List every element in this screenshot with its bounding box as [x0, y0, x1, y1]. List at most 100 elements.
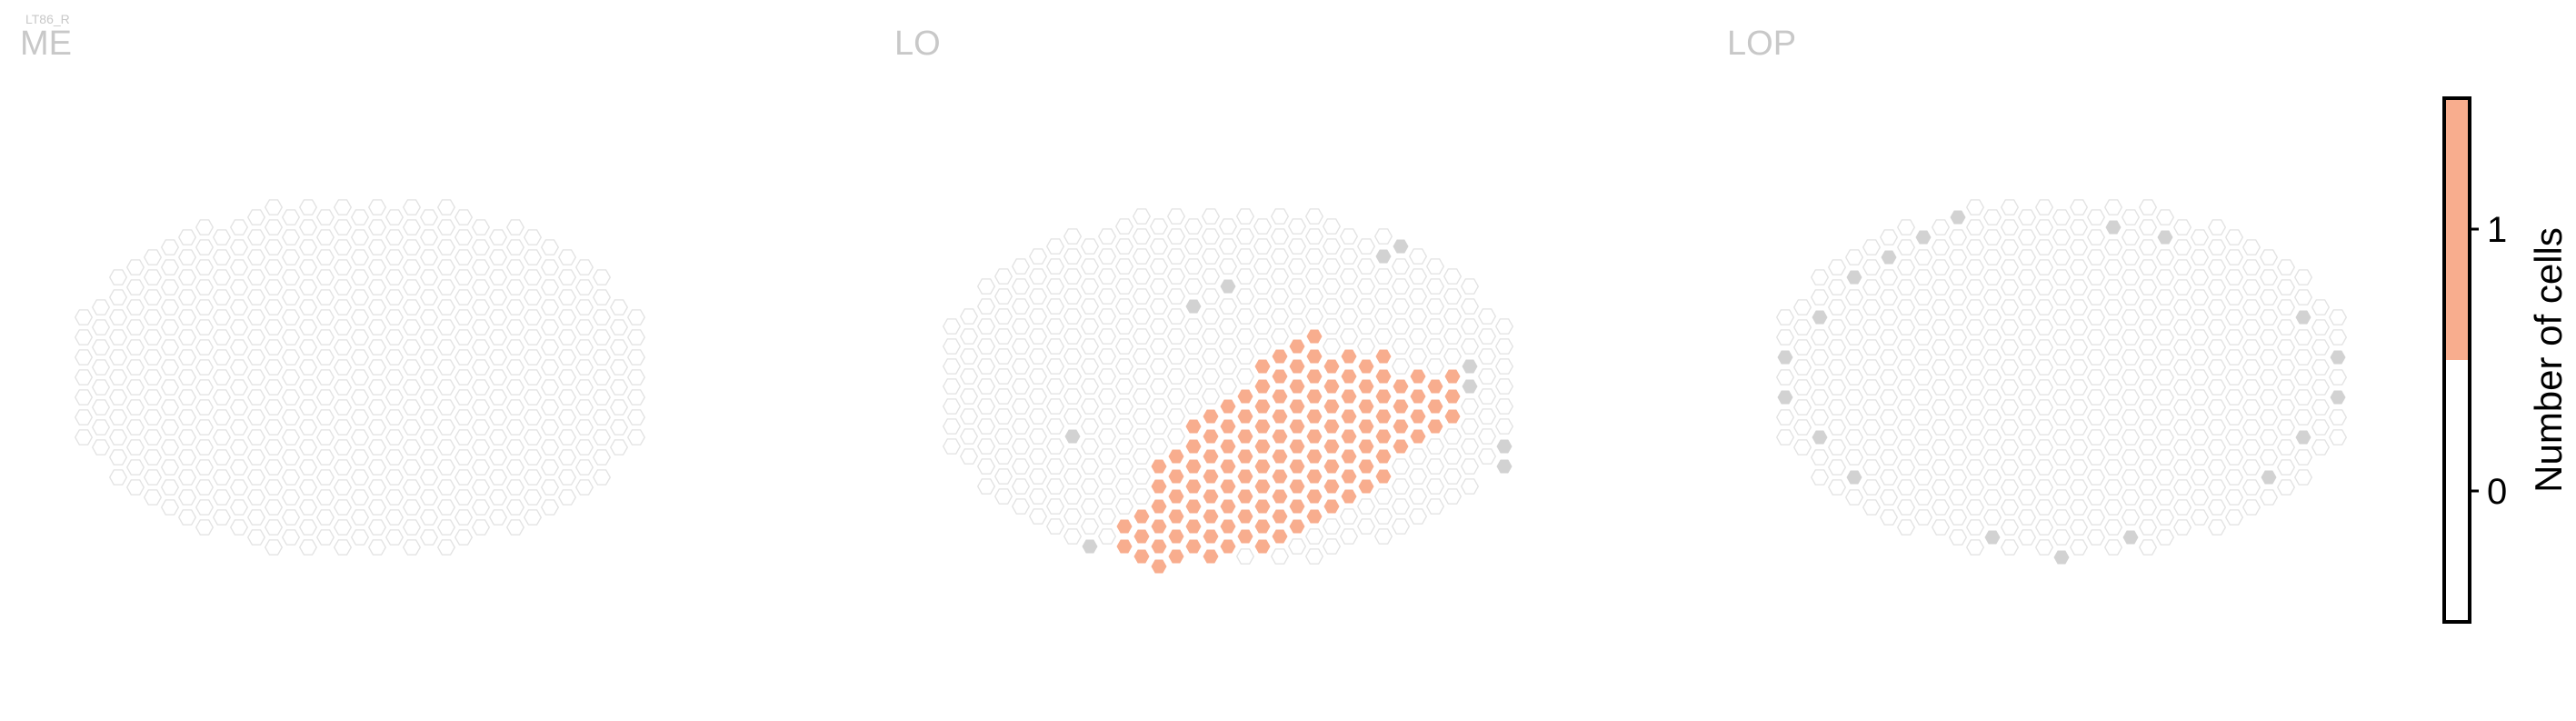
hex-cell-count-0 [2121, 469, 2141, 486]
hex-cell-count-0 [1896, 439, 1916, 456]
hex-cell-count-0 [540, 479, 560, 496]
hex-cell-count-0 [125, 459, 145, 476]
hex-cell-count-0 [384, 229, 404, 245]
hex-cell-count-0 [1132, 428, 1152, 445]
hex-cell-count-0 [471, 459, 491, 476]
hex-cell-count-0 [2069, 259, 2089, 275]
hex-cell-count-0 [333, 219, 353, 235]
hex-cell-count-0 [419, 429, 439, 446]
hex-cell-count-0 [1844, 349, 1864, 366]
hex-cell-count-1 [1114, 538, 1134, 555]
hex-cell-count-0 [1339, 528, 1359, 545]
hex-cell-count-0 [1253, 218, 1273, 235]
hex-cell-count-0 [1965, 479, 1985, 496]
hex-cell-count-0 [1879, 229, 1899, 245]
hex-cell-count-0 [540, 299, 560, 315]
hex-cell-count-0 [1810, 349, 1830, 366]
hex-cell-count-1 [1391, 418, 1411, 435]
hex-cell-count-0 [2155, 429, 2175, 446]
hex-cell-count-0 [2138, 279, 2158, 295]
hex-cell-count-0 [523, 249, 543, 265]
hex-cell-count-0 [315, 309, 335, 325]
hex-cell-count-0 [1011, 278, 1031, 295]
hex-cell-count-0 [1844, 409, 1864, 426]
hex-cell-count-0 [1810, 449, 1830, 466]
hex-cell-count-1 [1356, 378, 1376, 395]
hex-cell-count-0 [1477, 428, 1497, 445]
hex-cell-count-0 [195, 219, 215, 235]
hex-cell-count-0 [2034, 319, 2054, 335]
hex-cell-count-0 [1982, 509, 2002, 526]
hex-cell-count-0 [1879, 469, 1899, 486]
hex-cell-count-0 [1982, 289, 2002, 305]
hex-cell-count-0 [1097, 268, 1117, 285]
hex-cell-count-0 [1011, 458, 1031, 475]
hex-cell-count-0 [1948, 329, 1968, 345]
hex-cell-count-0 [942, 358, 962, 375]
hex-cell-count-0 [160, 419, 180, 436]
hex-cell-count-0 [2190, 489, 2210, 506]
hex-cell-count-0 [315, 349, 335, 366]
hex-cell-count-0 [1063, 308, 1083, 325]
hex-cell-outside [1080, 538, 1100, 555]
hex-cell-count-0 [1408, 288, 1428, 305]
hex-cell-count-0 [2069, 239, 2089, 255]
hex-cell-count-0 [108, 269, 128, 285]
hex-cell-count-0 [1149, 338, 1169, 355]
hex-cell-count-0 [1965, 199, 1985, 215]
hex-cell-count-0 [1080, 338, 1100, 355]
hex-cell-count-0 [2155, 349, 2175, 366]
hex-cell-count-0 [264, 479, 284, 496]
colorbar-segment-0 [2444, 360, 2470, 622]
hex-cell-count-0 [384, 369, 404, 386]
hex-cell-count-0 [212, 449, 232, 466]
hex-cell-count-0 [1235, 228, 1255, 245]
hex-cell-count-1 [1183, 418, 1203, 435]
hex-cell-count-0 [2293, 349, 2313, 366]
hex-cell-count-0 [523, 329, 543, 345]
hex-cell-count-0 [1097, 408, 1117, 425]
hex-cell-count-0 [609, 299, 629, 315]
hex-cell-count-0 [1913, 449, 1933, 466]
hex-cell-count-0 [2121, 449, 2141, 466]
hex-cell-count-0 [1373, 488, 1393, 505]
hex-cell-count-0 [1235, 548, 1255, 565]
hex-cell-count-0 [471, 279, 491, 295]
hex-cell-count-0 [2069, 479, 2089, 496]
hex-cell-count-0 [315, 529, 335, 546]
hex-cell-count-0 [1965, 539, 1985, 556]
hex-cell-count-0 [2293, 329, 2313, 345]
hex-cell-count-0 [1879, 509, 1899, 526]
hex-cell-count-1 [1270, 348, 1290, 365]
hex-cell-count-0 [436, 199, 456, 215]
hex-cell-count-0 [246, 229, 266, 245]
hex-cell-count-0 [1114, 438, 1134, 455]
hex-cell-count-0 [384, 309, 404, 325]
hex-cell-count-0 [1270, 248, 1290, 265]
hex-cell-count-1 [1132, 548, 1152, 565]
hex-cell-count-0 [402, 259, 422, 275]
hex-cell-count-0 [143, 449, 163, 466]
hex-cell-count-0 [1792, 439, 1812, 456]
hex-cell-count-0 [1931, 319, 1951, 335]
hex-cell-count-0 [2034, 399, 2054, 416]
hex-cell-outside [1063, 428, 1083, 445]
hex-cell-count-0 [1028, 388, 1048, 405]
hex-cell-count-0 [1235, 328, 1255, 345]
hex-cell-count-0 [1063, 388, 1083, 405]
hex-cell-count-0 [2207, 379, 2227, 396]
hex-cell-count-0 [2293, 469, 2313, 486]
hex-cell-count-0 [1862, 239, 1882, 255]
hex-cell-count-0 [1114, 478, 1134, 495]
hex-cell-count-0 [1792, 319, 1812, 335]
hex-cell-count-0 [402, 319, 422, 335]
hex-cell-count-0 [2103, 499, 2123, 516]
hex-cell-count-0 [2172, 499, 2192, 516]
hex-cell-count-0 [1931, 379, 1951, 396]
hex-cell-count-0 [942, 398, 962, 415]
hex-cell-outside [2121, 529, 2141, 546]
hex-cell-count-0 [1080, 278, 1100, 295]
hex-cell-count-0 [74, 389, 94, 406]
hex-cell-count-0 [2276, 359, 2296, 376]
hex-cell-count-0 [2190, 249, 2210, 265]
